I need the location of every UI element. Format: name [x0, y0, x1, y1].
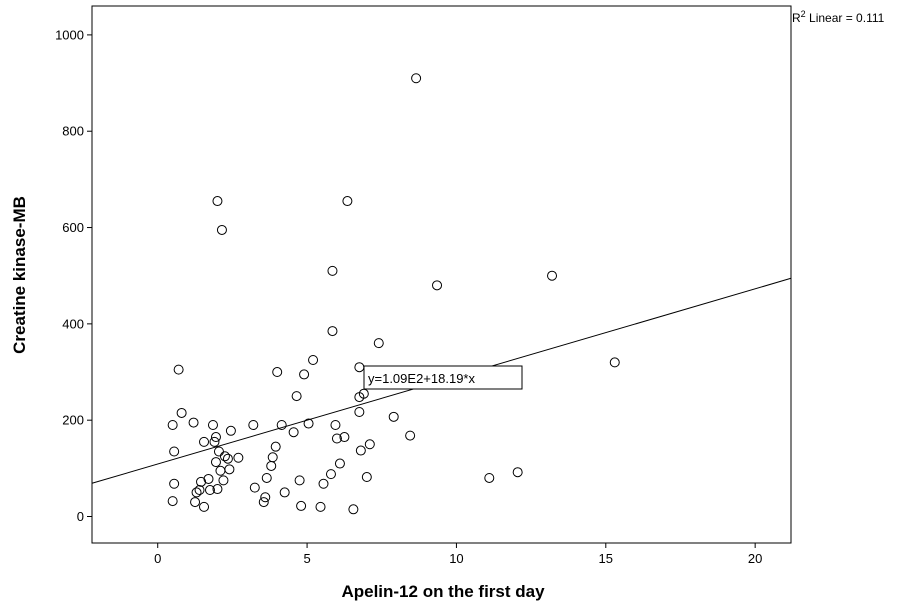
data-point [167, 420, 178, 431]
data-point [354, 362, 365, 373]
x-tick-label: 15 [599, 551, 613, 566]
x-tick-label: 20 [748, 551, 762, 566]
r2-label: R2 Linear = 0.111 [792, 9, 885, 25]
y-tick-label: 400 [62, 316, 84, 331]
data-point [212, 484, 223, 495]
data-point [318, 478, 329, 489]
data-point [203, 473, 214, 484]
data-point [169, 446, 180, 457]
data-point [188, 417, 199, 428]
data-point [348, 504, 359, 515]
data-point [609, 357, 620, 368]
data-point [388, 411, 399, 422]
data-point [167, 496, 178, 507]
data-point [547, 270, 558, 281]
data-point [327, 326, 338, 337]
data-point [334, 458, 345, 469]
data-point [315, 501, 326, 512]
r2-label-rest: Linear = 0.111 [806, 11, 885, 25]
data-point [270, 441, 281, 452]
data-point [279, 487, 290, 498]
data-point [207, 420, 218, 431]
fit-label: y=1.09E2+18.19*x [363, 365, 523, 390]
data-point [405, 430, 416, 441]
data-point [222, 453, 233, 464]
x-tick-label: 5 [303, 551, 310, 566]
data-point [299, 369, 310, 380]
data-point [176, 407, 187, 418]
data-point [276, 420, 287, 431]
data-point [218, 475, 229, 486]
r2-label-sup: 2 [801, 9, 806, 19]
data-point [233, 452, 244, 463]
fit-label-text: y=1.09E2+18.19*x [368, 371, 475, 386]
data-point [260, 492, 271, 503]
data-point [196, 476, 207, 487]
data-point [224, 464, 235, 475]
data-point [261, 472, 272, 483]
y-axis: 0 200 400 600 800 1000 [55, 27, 92, 524]
data-point [204, 485, 215, 496]
data-point [210, 457, 221, 468]
data-point [325, 469, 336, 480]
data-point [361, 472, 372, 483]
data-point [342, 196, 353, 207]
y-tick-label: 600 [62, 220, 84, 235]
x-tick-label: 10 [449, 551, 463, 566]
data-point [266, 460, 277, 471]
data-point [216, 224, 227, 235]
data-point [354, 407, 365, 418]
data-point [210, 432, 221, 443]
data-point [294, 475, 305, 486]
data-point [213, 446, 224, 457]
data-point [248, 420, 259, 431]
plot-frame [91, 5, 792, 544]
fit-label-box [363, 365, 523, 390]
data-point [199, 501, 210, 512]
r2-label-r: R [792, 11, 801, 25]
x-axis: 0 5 10 15 20 [154, 543, 762, 566]
data-point [190, 497, 201, 508]
data-point [291, 391, 302, 402]
data-point [308, 354, 319, 365]
data-point [272, 367, 283, 378]
data-point [249, 482, 260, 493]
data-point [173, 364, 184, 375]
y-tick-label: 1000 [55, 27, 84, 42]
y-tick-label: 800 [62, 124, 84, 139]
x-tick-label: 0 [154, 551, 161, 566]
data-point [330, 420, 341, 431]
data-point [191, 487, 202, 498]
data-point [267, 452, 278, 463]
data-point [258, 497, 269, 508]
data-point [432, 280, 443, 291]
data-point [296, 500, 307, 511]
data-point [484, 472, 495, 483]
data-point [288, 427, 299, 438]
data-point [215, 465, 226, 476]
data-point [355, 445, 366, 456]
data-point [225, 425, 236, 436]
data-point [219, 451, 230, 462]
data-point [512, 467, 523, 478]
data-point [169, 478, 180, 489]
data-point [212, 196, 223, 207]
data-point [194, 485, 205, 496]
data-point [339, 432, 350, 443]
data-point [199, 436, 210, 447]
x-axis-title: Apelin-12 on the first day [341, 582, 545, 601]
data-point [303, 418, 314, 429]
y-tick-label: 200 [62, 413, 84, 428]
data-point [209, 436, 220, 447]
data-point [373, 338, 384, 349]
y-tick-label: 0 [77, 509, 84, 524]
y-axis-title: Creatine kinase-MB [10, 196, 29, 354]
data-point [331, 433, 342, 444]
data-point [364, 439, 375, 450]
data-point [411, 73, 422, 84]
points-layer [167, 73, 620, 515]
data-point [327, 265, 338, 276]
